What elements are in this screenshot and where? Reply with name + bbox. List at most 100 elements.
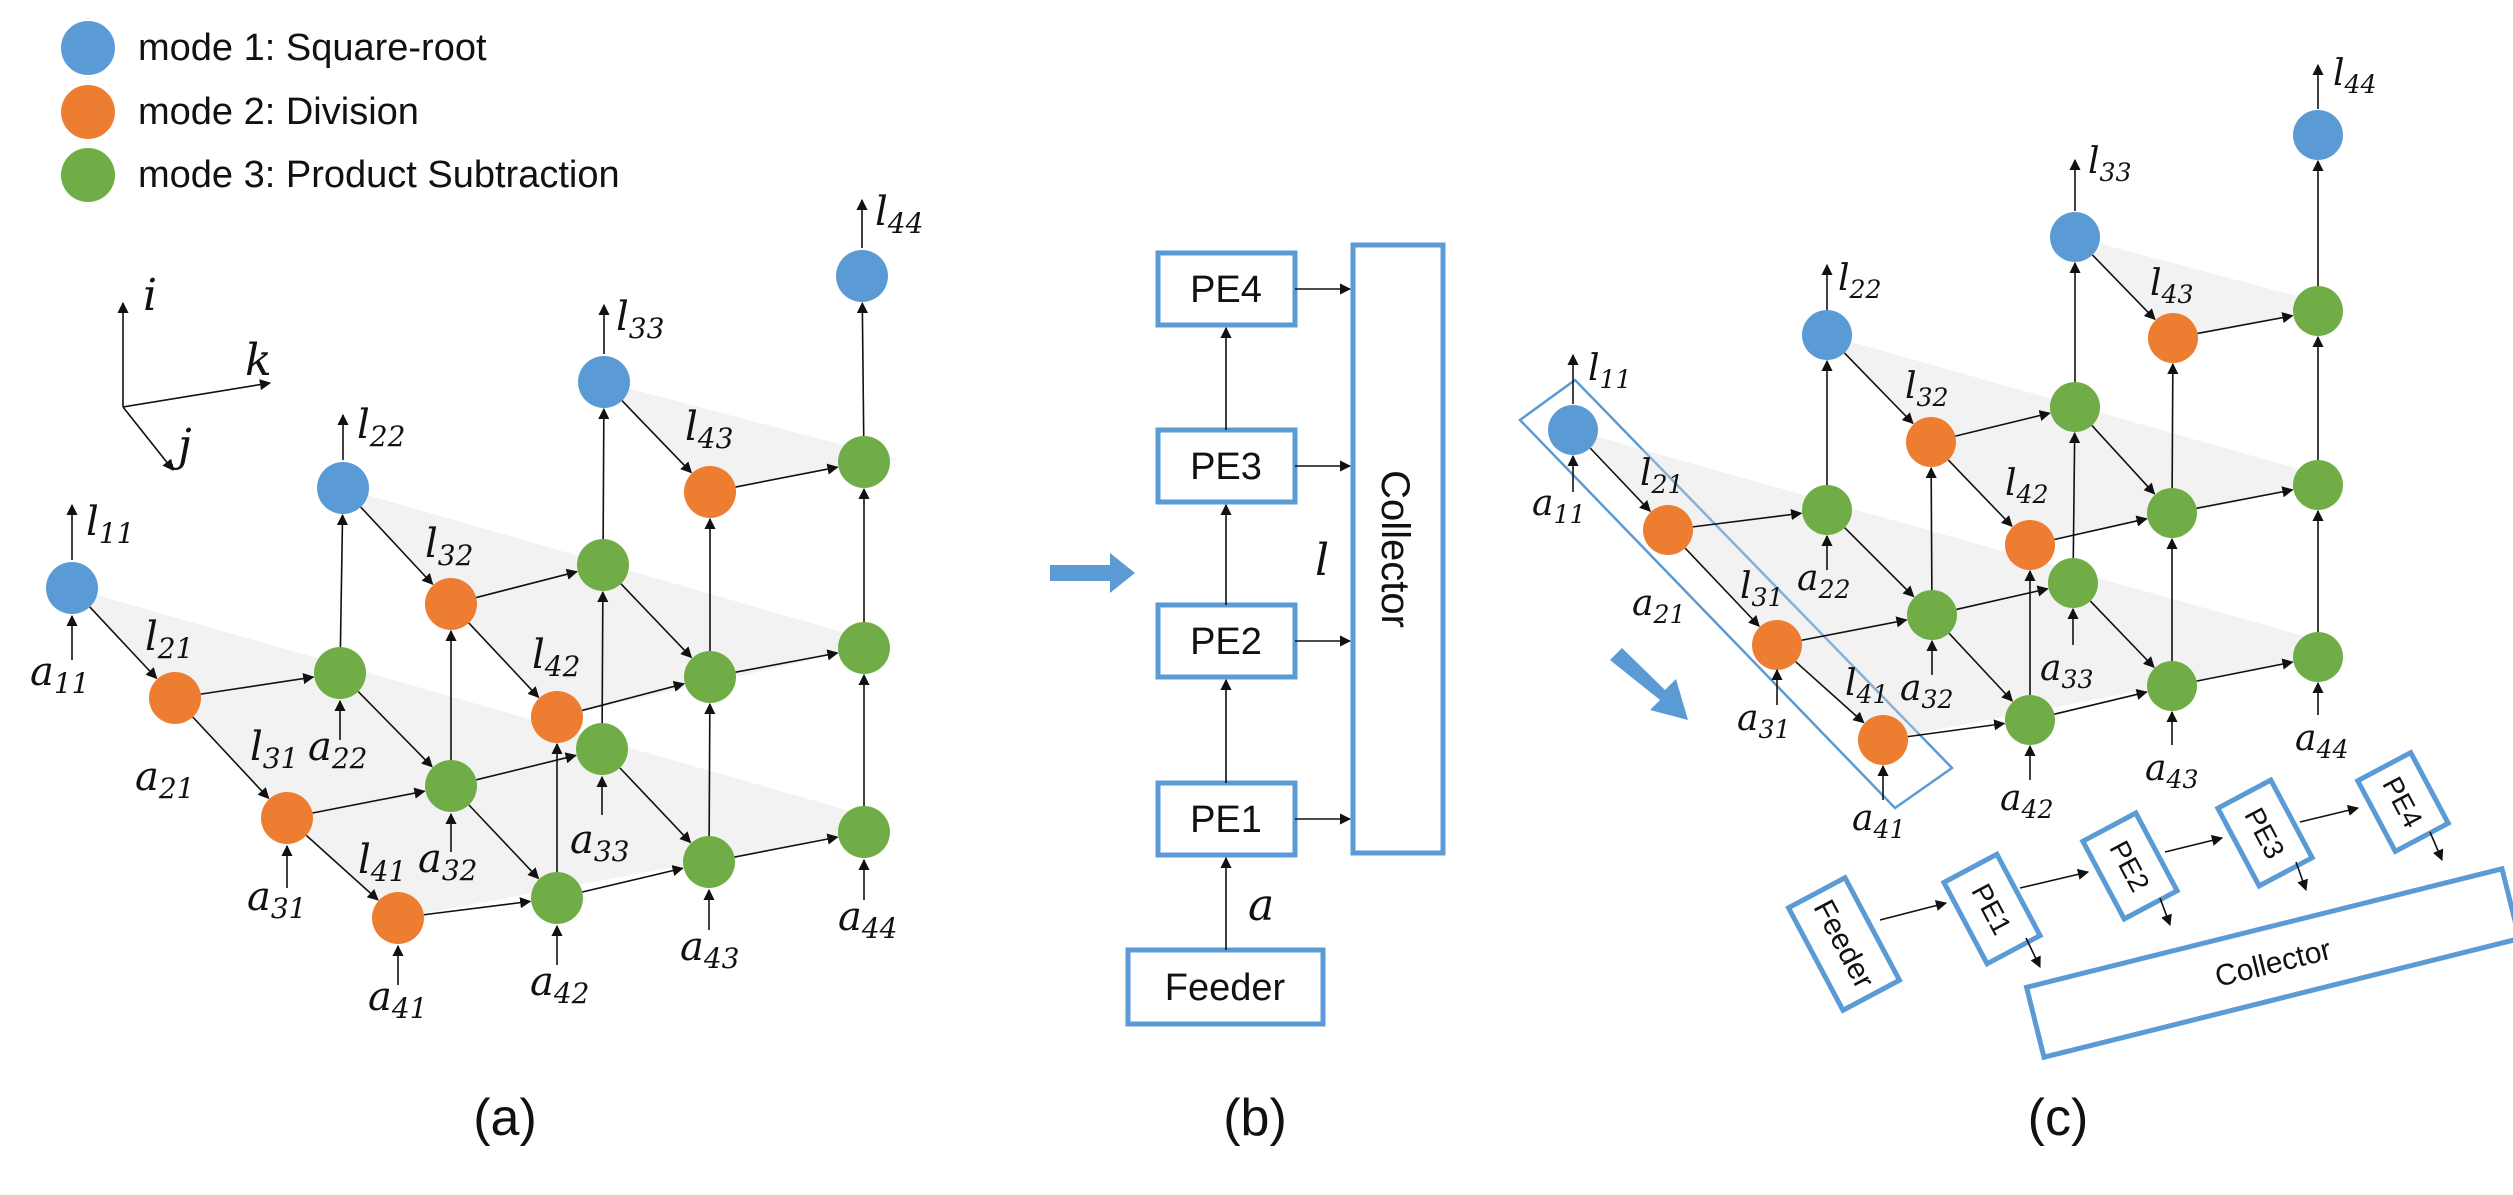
node-label-l21: l21 [1640, 453, 1684, 499]
pe-node [149, 672, 201, 724]
node-label-a42: a42 [2000, 778, 2054, 824]
pe4-box [1155, 250, 1298, 328]
dependency-edge [735, 463, 839, 488]
dependency-edge [1948, 632, 2014, 702]
node-label-l33: l33 [616, 294, 664, 345]
node-label-a44: a44 [2295, 718, 2349, 764]
dependency-edge [305, 834, 379, 901]
plane-shading [1573, 430, 2318, 740]
dependency-edge [2089, 600, 2155, 669]
pe-node [1752, 620, 1802, 670]
pe-node [1643, 505, 1693, 555]
collector-box [1350, 242, 1446, 856]
caption-c: (c) [2028, 1089, 2089, 1147]
input-var-a: a [1248, 880, 1274, 931]
dependency-edge [856, 301, 868, 437]
node-label-a11: a11 [30, 649, 90, 700]
dependency-edge [476, 752, 577, 781]
pe-node [1906, 417, 1956, 467]
pe-node [2050, 382, 2100, 432]
plane-shading [343, 488, 870, 717]
pe-node [1802, 310, 1852, 360]
node-label-l32: l32 [425, 521, 473, 572]
panel-c-collector: Collector [2023, 865, 2513, 1061]
caption-a: (a) [473, 1089, 537, 1147]
dependency-edge [1844, 527, 1915, 598]
node-label-l42: l42 [2005, 463, 2049, 509]
pe-node [577, 539, 629, 591]
dependency-edge [357, 690, 433, 768]
pe-node [1858, 715, 1908, 765]
pe2-box [1155, 602, 1298, 680]
pe-node [838, 806, 890, 858]
pe-node [838, 622, 890, 674]
node-label-a33: a33 [2040, 648, 2094, 694]
node-label-a44: a44 [838, 894, 898, 945]
panel-c-feeder: Feeder [1785, 874, 1903, 1014]
dependency-edge [582, 865, 684, 893]
pe-node [46, 562, 98, 614]
dependency-edge [598, 407, 610, 540]
pe-node [684, 466, 736, 518]
pe-node [2005, 520, 2055, 570]
axis-k-label: k [245, 335, 272, 386]
dependency-edge [2054, 688, 2148, 715]
dependency-edge [423, 897, 532, 916]
pe-node [576, 723, 628, 775]
pe3-label: PE3 [1190, 446, 1262, 488]
dependency-edge [468, 622, 540, 699]
node-label-l11: l11 [1588, 348, 1632, 394]
dependency-edge [1956, 585, 2049, 611]
dependency-edge [1947, 459, 2013, 528]
plane-shading [604, 382, 900, 492]
pe-node [2148, 313, 2198, 363]
dependency-edge [621, 400, 693, 474]
dependency-edge [89, 606, 158, 680]
node-label-a43: a43 [2145, 748, 2199, 794]
dependency-edge [312, 787, 426, 814]
dependency-edge [200, 673, 315, 695]
dependency-edge [1801, 616, 1908, 642]
dependency-edge [360, 506, 434, 586]
node-label-a41: a41 [368, 974, 428, 1025]
node-label-a41: a41 [1852, 798, 1906, 844]
node-label-a21: a21 [1632, 583, 1686, 629]
legend: mode 1: Square-root mode 2: Division mod… [61, 21, 620, 202]
pe-node [838, 436, 890, 488]
node-label-l21: l21 [145, 614, 193, 665]
dependency-edge [619, 767, 692, 844]
pe-node [1802, 485, 1852, 535]
pe1-label: PE1 [1190, 799, 1262, 841]
dependency-edge [336, 513, 348, 648]
pe-node [684, 651, 736, 703]
dependency-edge [1795, 661, 1865, 724]
panel-c-graph: l11 a11 l21 a21 l31 a31 l41 a41 l22 a22 l32 a32 l42 a… [1532, 53, 2377, 844]
panel-a: i k j l11 a11 l21 a21 l31 a31 l41 a41 l22 a22 l32 a… [30, 189, 923, 1025]
pe-node [2147, 488, 2197, 538]
pe-node [2293, 286, 2343, 336]
pe-node [2293, 460, 2343, 510]
node-label-l33: l33 [2088, 141, 2132, 187]
dependency-edge [192, 716, 270, 800]
transition-arrow-ab [1050, 553, 1135, 593]
pe-node [2048, 558, 2098, 608]
panel-a-graph: l11 a11 l21 a21 l31 a31 l41 a41 l22 a22 l32 a32 l42 a… [30, 189, 923, 1025]
caption-b: (b) [1223, 1089, 1287, 1147]
pe-node [2147, 661, 2197, 711]
dependency-edge [1692, 508, 1803, 528]
dependency-edge [2196, 486, 2294, 510]
pe-node [2050, 212, 2100, 262]
node-label-l22: l22 [357, 402, 405, 453]
dependency-edge [1843, 352, 1914, 425]
dependency-edge [2091, 254, 2156, 321]
pe-node [372, 892, 424, 944]
node-label-l42: l42 [532, 632, 580, 683]
dependency-edge [2068, 431, 2081, 559]
pe-node [531, 691, 583, 743]
legend-mode1-dot [61, 21, 115, 75]
dependency-edge [475, 568, 578, 599]
node-label-l22: l22 [1838, 258, 1882, 304]
node-label-a32: a32 [418, 836, 478, 887]
node-label-l43: l43 [2150, 263, 2194, 309]
axis-i-label: i [143, 270, 157, 321]
